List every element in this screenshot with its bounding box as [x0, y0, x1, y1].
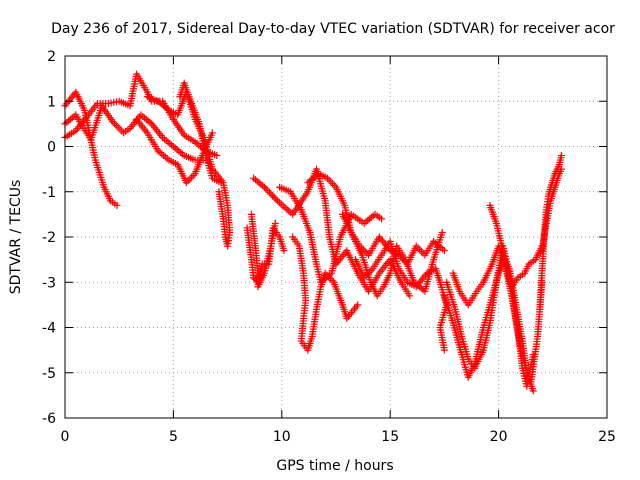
- x-axis-label: GPS time / hours: [276, 458, 393, 474]
- data-point: [224, 242, 232, 250]
- x-tick-labels: 0 5 10 15 20 25: [61, 429, 616, 445]
- series-R: [440, 256, 537, 395]
- y-tick-label: -1: [42, 185, 56, 201]
- data-point: [271, 219, 279, 227]
- data-point: [529, 387, 537, 395]
- data-point: [280, 247, 288, 255]
- y-tick-label: 1: [47, 94, 56, 110]
- y-tick-label: 0: [47, 140, 56, 156]
- data-points: [61, 70, 565, 395]
- data-point: [217, 179, 225, 187]
- y-tick-label: -5: [42, 366, 56, 382]
- data-point: [269, 192, 277, 200]
- y-tick-label: -6: [42, 411, 56, 427]
- y-tick-label: -3: [42, 275, 56, 291]
- x-tick-label: 15: [381, 429, 399, 445]
- data-point: [113, 201, 121, 209]
- x-tick-label: 10: [273, 429, 291, 445]
- x-tick-label: 20: [490, 429, 508, 445]
- data-point: [557, 165, 565, 173]
- x-tick-label: 5: [169, 429, 178, 445]
- chart-title: Day 236 of 2017, Sidereal Day-to-day VTE…: [51, 21, 615, 37]
- data-point: [406, 292, 414, 300]
- data-point: [417, 247, 425, 255]
- axis-ticks: [64, 55, 608, 419]
- data-point: [262, 185, 270, 193]
- data-point: [188, 173, 196, 181]
- series-C: [61, 88, 121, 209]
- data-point: [557, 152, 565, 160]
- y-axis-label: SDTVAR / TECUs: [8, 180, 24, 295]
- x-tick-label: 0: [61, 429, 70, 445]
- series-M: [304, 170, 448, 268]
- data-point: [208, 129, 216, 137]
- data-point: [354, 301, 362, 309]
- series-E: [143, 88, 234, 250]
- data-point: [265, 188, 273, 196]
- data-point: [378, 215, 386, 223]
- data-point: [260, 183, 268, 191]
- series-G: [215, 188, 232, 250]
- data-point: [267, 190, 275, 198]
- y-tick-labels: -6 -5 -4 -3 -2 -1 0 1 2: [42, 49, 56, 427]
- data-point: [440, 247, 448, 255]
- x-tick-label: 25: [598, 429, 616, 445]
- series-O: [352, 238, 451, 354]
- series-U: [538, 165, 565, 255]
- data-point: [327, 178, 335, 186]
- y-tick-label: -4: [42, 321, 56, 337]
- series-K: [289, 233, 362, 354]
- data-point: [329, 180, 337, 188]
- data-point: [440, 346, 448, 354]
- data-point: [213, 152, 221, 160]
- series-L: [276, 183, 386, 286]
- series-F: [176, 79, 225, 187]
- data-point: [186, 175, 194, 183]
- data-point: [270, 193, 278, 201]
- data-point: [438, 228, 446, 236]
- y-tick-label: 2: [47, 49, 56, 65]
- data-point: [272, 195, 280, 203]
- data-point: [416, 246, 424, 254]
- data-point: [264, 187, 272, 195]
- series-J: [243, 219, 279, 286]
- y-tick-label: -2: [42, 230, 56, 246]
